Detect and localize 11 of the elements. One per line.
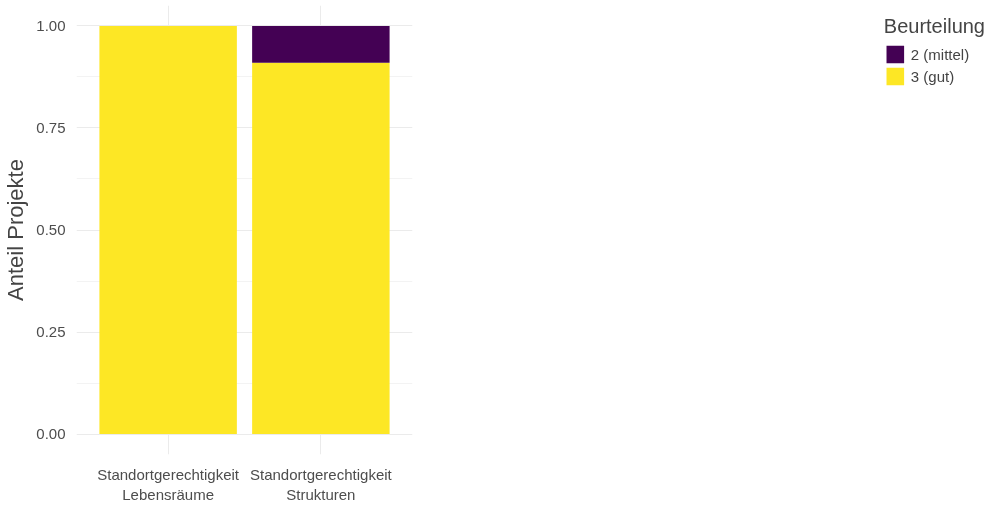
y-tick-label: 0.50	[36, 221, 66, 238]
y-axis-title: Anteil Projekte	[3, 159, 29, 301]
y-tick-label: 0.25	[36, 323, 66, 341]
y-tick-label: 0.00	[36, 425, 66, 443]
y-tick-label: 0.75	[36, 118, 66, 136]
legend-label: 2 (mittel)	[910, 45, 970, 63]
y-tick-label: 1.00	[36, 16, 66, 34]
x-tick-label: Standortgerechtigkeit Lebensräume	[97, 465, 240, 503]
legend-title: Beurteilung	[883, 15, 985, 38]
legend-label: 3 (gut)	[910, 67, 955, 85]
x-tick-label: Standortgerechtigkeit Strukturen	[249, 465, 393, 503]
